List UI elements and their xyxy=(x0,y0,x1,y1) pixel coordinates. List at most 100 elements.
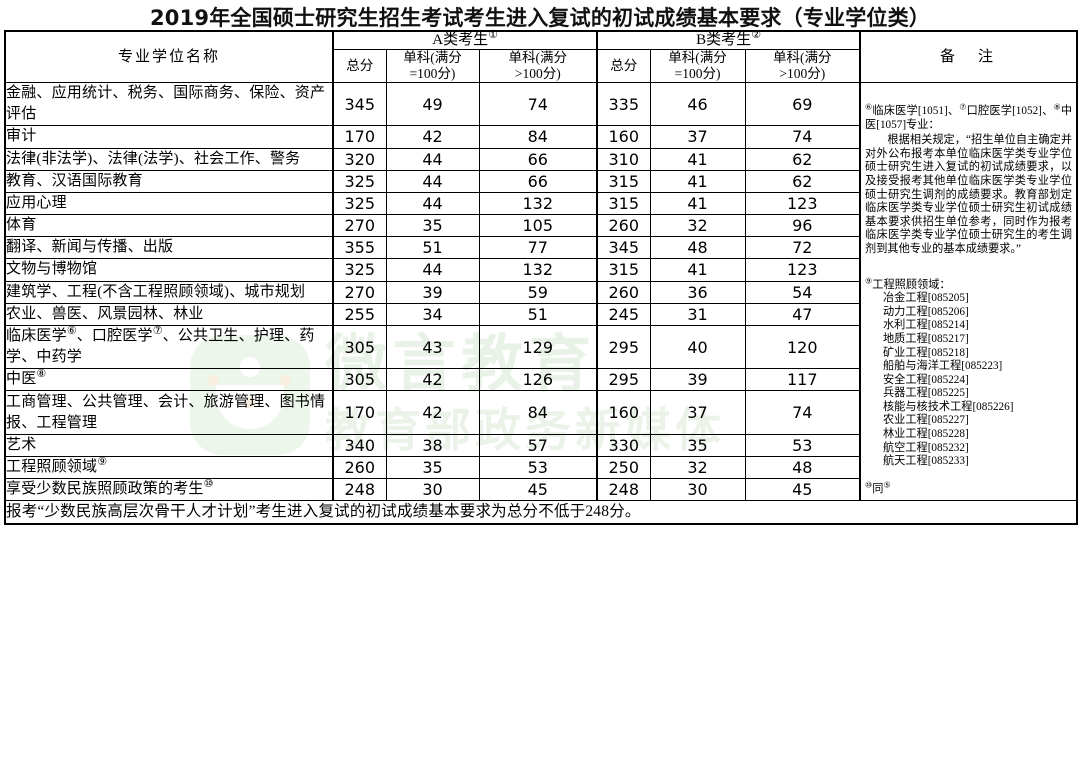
cell-b-single-eq: 32 xyxy=(649,455,746,480)
cell-b-single-gt: 120 xyxy=(744,324,861,370)
admission-score-table: 专业学位名称 A类考生① B类考生② 备 注 总分 单科(满分 =100分) 单… xyxy=(4,29,1079,526)
cell-a-single-eq: 44 xyxy=(385,258,480,282)
table-body: 金融、应用统计、税务、国际商务、保险、资产评估 345 49 74 335 46 69 ⑥临床… xyxy=(4,81,1078,525)
cell-a-single-gt: 129 xyxy=(478,324,598,370)
cell-b-single-eq: 46 xyxy=(649,81,746,127)
header-b-single-gt: 单科(满分 >100分) xyxy=(744,49,861,83)
cell-a-total: 355 xyxy=(332,236,387,260)
cell-a-single-gt: 59 xyxy=(478,280,598,304)
footnote-marker: ② xyxy=(751,29,761,41)
remark-engineering-field: 水利工程[085214] xyxy=(882,319,969,332)
cell-a-total: 325 xyxy=(332,169,387,193)
table-row: 金融、应用统计、税务、国际商务、保险、资产评估 345 49 74 335 46 69 ⑥临床… xyxy=(4,81,1078,502)
cell-b-total: 295 xyxy=(596,324,651,370)
cell-major-name: 应用心理 xyxy=(4,191,334,216)
table-header: 专业学位名称 A类考生① B类考生② 备 注 总分 单科(满分 =100分) 单… xyxy=(4,29,1078,83)
remark-tail: ⑩同⑤ xyxy=(865,480,891,495)
cell-a-single-eq: 34 xyxy=(385,302,480,326)
header-a-single-gt-line1: 单科(满分 xyxy=(508,50,568,65)
remark-engineering-field: 核能与核技术工程[085226] xyxy=(882,400,1014,413)
cell-a-total: 248 xyxy=(332,478,387,502)
cell-b-single-eq: 41 xyxy=(649,147,746,171)
cell-b-single-eq: 40 xyxy=(649,324,746,370)
cell-b-single-gt: 53 xyxy=(744,433,861,457)
score-table-container: 专业学位名称 A类考生① B类考生② 备 注 总分 单科(满分 =100分) 单… xyxy=(0,29,1080,526)
cell-b-total: 315 xyxy=(596,191,651,216)
cell-a-single-gt: 74 xyxy=(478,81,598,127)
cell-b-single-gt: 123 xyxy=(744,258,861,282)
cell-a-total: 325 xyxy=(332,258,387,282)
cell-b-single-eq: 37 xyxy=(649,125,746,149)
cell-a-single-eq: 44 xyxy=(385,191,480,216)
cell-a-total: 270 xyxy=(332,214,387,238)
cell-b-single-eq: 41 xyxy=(649,191,746,216)
footnote-marker: ⑧ xyxy=(36,368,47,381)
cell-a-single-eq: 42 xyxy=(385,125,480,149)
header-remark: 备 注 xyxy=(859,30,1078,83)
cell-major-name: 体育 xyxy=(4,214,334,238)
footnote-marker: ⑩ xyxy=(203,478,214,491)
table-row: 享受少数民族照顾政策的考生⑩ 248 30 45 248 30 45 xyxy=(4,478,1077,502)
cell-major-name: 工商管理、公共管理、会计、旅游管理、图书情报、工程管理 xyxy=(4,390,334,435)
cell-b-total: 160 xyxy=(596,125,651,149)
header-b-single-eq-line2: =100分) xyxy=(674,66,721,81)
remark-engineering-field: 动力工程[085206] xyxy=(882,305,969,318)
cell-b-single-gt: 96 xyxy=(744,214,861,238)
footer-note-row: 报考“少数民族高层次骨干人才计划”考生进入复试的初试成绩基本要求为总分不低于24… xyxy=(4,500,1078,525)
table-row: 建筑学、工程(不含工程照顾领域)、城市规划 270 39 59 260 36 54 xyxy=(4,280,1077,304)
footnote-marker: ⑤ xyxy=(883,480,891,490)
cell-a-total: 325 xyxy=(332,191,387,216)
header-b-single-eq-line1: 单科(满分 xyxy=(668,50,727,65)
remark-engineering-field: 林业工程[085228] xyxy=(882,428,969,441)
cell-a-single-gt: 77 xyxy=(478,236,598,260)
cell-b-total: 345 xyxy=(596,236,651,260)
page-title: 2019年全国硕士研究生招生考试考生进入复试的初试成绩基本要求（专业学位类） xyxy=(149,6,931,30)
cell-major-name: 享受少数民族照顾政策的考生⑩ xyxy=(4,478,334,502)
cell-a-single-eq: 35 xyxy=(385,455,480,480)
cell-a-single-eq: 42 xyxy=(385,368,480,392)
footnote-marker: ⑨ xyxy=(865,275,873,285)
cell-b-total: 335 xyxy=(596,81,651,127)
cell-a-single-gt: 66 xyxy=(478,169,598,193)
cell-b-total: 315 xyxy=(596,169,651,193)
cell-major-name: 建筑学、工程(不含工程照顾领域)、城市规划 xyxy=(4,280,334,304)
cell-b-single-gt: 72 xyxy=(744,236,861,260)
cell-a-single-gt: 132 xyxy=(478,191,598,216)
header-major-name: 专业学位名称 xyxy=(4,30,334,83)
remark-engineering-field: 矿业工程[085218] xyxy=(882,346,969,359)
footnote-marker: ⑥ xyxy=(865,102,873,112)
header-b-single-gt-line2: >100分) xyxy=(779,66,826,81)
cell-major-name: 临床医学⑥、口腔医学⑦、公共卫生、护理、药学、中药学 xyxy=(4,324,334,370)
cell-a-total: 260 xyxy=(332,455,387,480)
cell-a-total: 170 xyxy=(332,390,387,435)
cell-a-single-gt: 57 xyxy=(478,433,598,457)
header-a-single-eq-line1: 单科(满分 xyxy=(403,50,462,65)
cell-a-single-gt: 51 xyxy=(478,302,598,326)
cell-major-name: 文物与博物馆 xyxy=(4,258,334,282)
cell-a-single-gt: 105 xyxy=(478,214,598,238)
cell-b-single-gt: 48 xyxy=(744,455,861,480)
remark-engineering-field: 安全工程[085224] xyxy=(882,373,969,386)
cell-b-single-gt: 62 xyxy=(744,147,861,171)
cell-b-total: 248 xyxy=(596,478,651,502)
footer-note: 报考“少数民族高层次骨干人才计划”考生进入复试的初试成绩基本要求为总分不低于24… xyxy=(4,500,1078,525)
cell-b-single-gt: 69 xyxy=(744,81,861,127)
cell-a-total: 345 xyxy=(332,81,387,127)
cell-a-single-gt: 66 xyxy=(478,147,598,171)
cell-b-single-eq: 35 xyxy=(649,433,746,457)
header-a-single-eq-line2: =100分) xyxy=(409,66,456,81)
header-group-a: A类考生① xyxy=(331,30,598,50)
header-a-single-gt: 单科(满分 >100分) xyxy=(478,49,598,83)
table-row: 体育 270 35 105 260 32 96 xyxy=(4,214,1077,238)
cell-major-name: 工程照顾领域⑨ xyxy=(4,455,334,480)
cell-a-single-eq: 39 xyxy=(385,280,480,304)
footnote-marker: ⑧ xyxy=(1053,102,1061,112)
table-row: 审计 170 42 84 160 37 74 xyxy=(4,125,1077,149)
cell-b-single-eq: 36 xyxy=(649,280,746,304)
cell-a-single-gt: 45 xyxy=(478,478,598,502)
cell-a-total: 170 xyxy=(332,125,387,149)
remark-engineering-list: ⑨工程照顾领域： 冶金工程[085205] 动力工程[085206] 水利工程[085… xyxy=(865,275,1072,469)
cell-a-total: 305 xyxy=(332,324,387,370)
cell-a-total: 320 xyxy=(332,147,387,171)
cell-major-name: 艺术 xyxy=(4,433,334,457)
